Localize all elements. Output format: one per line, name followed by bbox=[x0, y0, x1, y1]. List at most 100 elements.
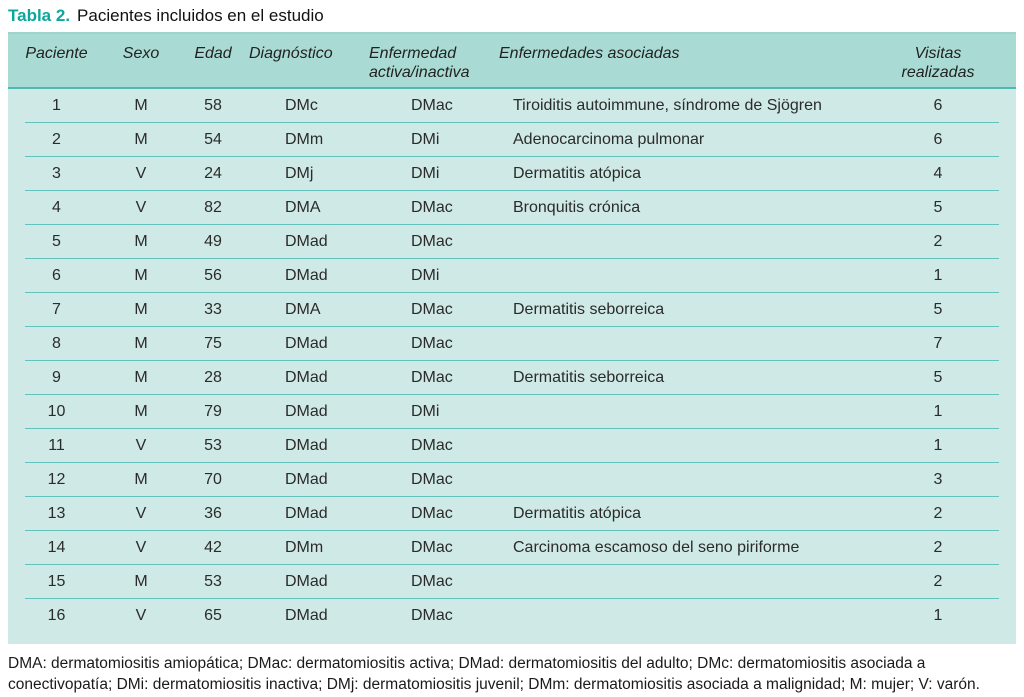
table-cell: 54 bbox=[204, 131, 222, 148]
table-cell: V bbox=[135, 437, 147, 454]
table-body: 1 M 58 DMc DMac Tiroiditis autoimmune, síndro… bbox=[8, 89, 1016, 644]
table-cell: 65 bbox=[204, 607, 222, 624]
table-cell: DMad bbox=[285, 505, 328, 522]
table-cell: DMad bbox=[285, 369, 328, 386]
table-cell: DMi bbox=[411, 267, 440, 284]
column-header-paciente: Paciente bbox=[25, 45, 88, 62]
table-cell: Dermatitis atópica bbox=[513, 505, 642, 522]
table-cell: Carcinoma escamoso del seno piriforme bbox=[513, 539, 800, 556]
table-cell: 16 bbox=[47, 607, 66, 624]
patients-table: Paciente Sexo Edad Diagnóstico Enfermeda… bbox=[8, 32, 1016, 644]
table-cell: 5 bbox=[933, 199, 943, 216]
table-cell: 2 bbox=[52, 131, 61, 148]
table-cell: M bbox=[134, 369, 148, 386]
column-header-edad: Edad bbox=[194, 45, 232, 62]
table-footnote: DMA: dermatomiositis amiopática; DMac: d… bbox=[8, 655, 980, 693]
table-row: 13 V 36 DMad DMac Dermatitis atópica 2 bbox=[8, 497, 1016, 531]
table-row: 14 V 42 DMm DMac Carcinoma escamoso del seno … bbox=[8, 531, 1016, 565]
table-cell: DMad bbox=[285, 267, 328, 284]
table-cell: Tiroiditis autoimmune, síndrome de Sjögr… bbox=[513, 97, 822, 114]
table-cell: 11 bbox=[48, 437, 65, 454]
table-cell: DMad bbox=[285, 573, 328, 590]
table-cell: Adenocarcinoma pulmonar bbox=[513, 131, 705, 148]
table-cell: V bbox=[135, 505, 147, 522]
table-cell: 6 bbox=[933, 97, 943, 114]
table-cell: DMj bbox=[285, 165, 314, 182]
table-cell: 53 bbox=[204, 437, 222, 454]
table-cell: 5 bbox=[933, 369, 943, 386]
table-row: 3 V 24 DMj DMi Dermatitis atópica 4 bbox=[8, 157, 1016, 191]
table-cell: DMac bbox=[411, 301, 453, 318]
table-caption-number: Tabla 2. bbox=[8, 6, 71, 25]
table-cell: 1 bbox=[933, 267, 943, 284]
table-cell: DMac bbox=[411, 335, 453, 352]
table-cell: 33 bbox=[204, 301, 222, 318]
table-header-row: Paciente Sexo Edad Diagnóstico Enfermeda… bbox=[8, 32, 1016, 89]
table-cell: DMac bbox=[411, 505, 453, 522]
table-cell: DMad bbox=[285, 437, 328, 454]
table-cell: 58 bbox=[204, 97, 222, 114]
table-cell: DMi bbox=[411, 131, 440, 148]
table-cell: 7 bbox=[933, 335, 943, 352]
table-cell: Dermatitis seborreica bbox=[513, 369, 665, 386]
table-row: 10 M 79 DMad DMi 1 bbox=[8, 395, 1016, 429]
table-cell: 15 bbox=[47, 573, 66, 590]
table-cell: V bbox=[135, 607, 147, 624]
table-cell: Bronquitis crónica bbox=[513, 199, 641, 216]
table-cell: 7 bbox=[52, 301, 61, 318]
table-cell: DMA bbox=[285, 301, 321, 318]
table-cell: M bbox=[134, 335, 148, 352]
table-cell: 6 bbox=[933, 131, 943, 148]
table-cell: M bbox=[134, 471, 148, 488]
table-cell: 75 bbox=[204, 335, 222, 352]
table-cell: Dermatitis seborreica bbox=[513, 301, 665, 318]
table-row: 1 M 58 DMc DMac Tiroiditis autoimmune, síndro… bbox=[8, 89, 1016, 123]
table-cell: V bbox=[135, 539, 147, 556]
table-row: 11 V 53 DMad DMac 1 bbox=[8, 429, 1016, 463]
table-cell: M bbox=[134, 131, 148, 148]
table-row: 8 M 75 DMad DMac 7 bbox=[8, 327, 1016, 361]
table-cell: 42 bbox=[204, 539, 222, 556]
table-cell: 13 bbox=[47, 505, 66, 522]
table-cell: 5 bbox=[933, 301, 943, 318]
table-cell: 82 bbox=[204, 199, 222, 216]
table-cell: DMac bbox=[411, 573, 453, 590]
table-cell: 5 bbox=[52, 233, 61, 250]
table-cell: M bbox=[134, 573, 148, 590]
table-cell: 79 bbox=[204, 403, 222, 420]
table-cell: DMac bbox=[411, 471, 453, 488]
column-header-sexo: Sexo bbox=[122, 45, 160, 62]
column-header-enfermedades-asociadas: Enfermedades asociadas bbox=[499, 45, 680, 62]
table-cell: 1 bbox=[933, 607, 943, 624]
table-cell: 1 bbox=[52, 97, 61, 114]
table-cell: 1 bbox=[933, 437, 943, 454]
column-header-diagnostico: Diagnóstico bbox=[249, 45, 333, 62]
table-cell: 28 bbox=[204, 369, 222, 386]
table-cell: 2 bbox=[933, 539, 943, 556]
table-cell: 1 bbox=[933, 403, 943, 420]
table-cell: M bbox=[134, 301, 148, 318]
table-cell: DMc bbox=[285, 97, 318, 114]
table-cell: DMad bbox=[285, 233, 328, 250]
table-cell: DMac bbox=[411, 199, 453, 216]
table-cell: 8 bbox=[52, 335, 61, 352]
table-cell: DMad bbox=[285, 607, 328, 624]
table-cell: DMad bbox=[285, 335, 328, 352]
table-cell: 14 bbox=[47, 539, 66, 556]
table-row: 7 M 33 DMA DMac Dermatitis seborreica 5 bbox=[8, 293, 1016, 327]
table-cell: M bbox=[134, 403, 148, 420]
table-cell: 3 bbox=[933, 471, 943, 488]
table-row: 2 M 54 DMm DMi Adenocarcinoma pulmonar 6 bbox=[8, 123, 1016, 157]
table-row: 15 M 53 DMad DMac 2 bbox=[8, 565, 1016, 599]
table-row: 16 V 65 DMad DMac 1 bbox=[8, 599, 1016, 633]
table-cell: DMac bbox=[411, 539, 453, 556]
table-cell: 9 bbox=[52, 369, 61, 386]
table-cell: DMm bbox=[285, 131, 324, 148]
table-cell: DMac bbox=[411, 607, 453, 624]
table-cell: 3 bbox=[52, 165, 61, 182]
table-cell: DMac bbox=[411, 369, 453, 386]
table-cell: DMac bbox=[411, 233, 453, 250]
table-cell: DMac bbox=[411, 97, 453, 114]
table-cell: V bbox=[135, 165, 147, 182]
